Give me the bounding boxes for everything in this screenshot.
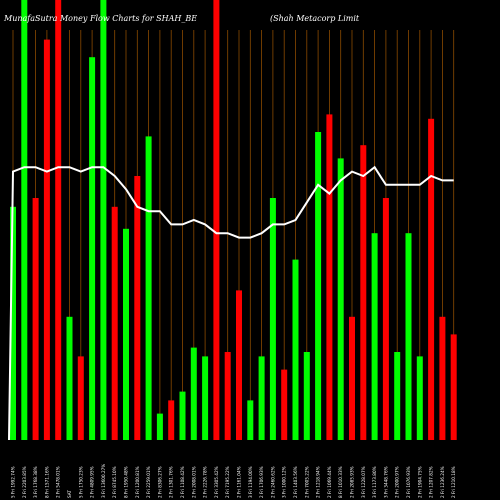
x-tick-label: 2 Fri 1161.04% <box>237 466 242 498</box>
bar-down <box>450 334 457 440</box>
bar-up <box>258 356 265 440</box>
x-tick-label: 2 Fri 2226.78% <box>203 466 208 498</box>
x-tick-label: SAT <box>67 490 72 498</box>
bar-down <box>111 206 118 440</box>
bar-up <box>89 57 96 440</box>
bars-group <box>10 0 457 441</box>
bar-down <box>32 198 39 440</box>
bar-down <box>349 316 355 440</box>
bar-up <box>21 0 28 440</box>
x-tick-label: 2 Fri 7195.22% <box>225 466 230 498</box>
x-tick-label: 2 Fri 2000.97% <box>395 466 400 498</box>
x-tick-label: 2 Fri 1108.42% <box>180 466 185 498</box>
x-tick-label: 2 Fri 1236.24% <box>440 466 445 498</box>
x-tick-label: 2 Fri 2085.93% <box>350 466 355 498</box>
x-tick-label: 2 Fri 1207.82% <box>429 466 434 498</box>
bar-up <box>269 198 276 440</box>
bar-down <box>326 114 333 441</box>
bar-down <box>360 145 367 440</box>
bar-up <box>202 356 209 440</box>
x-tick-label: 3 Fri 3448.76% <box>383 466 388 498</box>
bar-up <box>156 413 163 440</box>
bar-up <box>247 400 254 440</box>
bar-down <box>224 352 231 440</box>
x-tick-label: 5 Fri 1992.74% <box>11 466 16 498</box>
bar-up <box>66 316 73 440</box>
bar-down <box>281 369 288 440</box>
bar-down <box>55 0 62 440</box>
bar-up <box>10 206 16 440</box>
x-tick-label: 2 Fri 2259.01% <box>146 466 151 498</box>
x-tick-label: 2 Fri 2460.62% <box>270 466 275 498</box>
bar-down <box>382 198 389 440</box>
x-tick-label: 2 Fri 5478.01% <box>56 466 61 498</box>
x-tick-label: 2 Fri 8745.10% <box>112 466 117 498</box>
x-tick-label: 2 Fri 2008.01% <box>191 466 196 498</box>
x-tick-label: 3 Fri 1000.12% <box>282 466 287 498</box>
x-tick-label: 3 Fri 1228.07% <box>361 466 366 498</box>
x-tick-label: 2 Fri 2203.85% <box>22 466 27 498</box>
x-tick-label: 2 Fri 1301.76% <box>169 466 174 498</box>
bar-down <box>43 39 50 440</box>
bar-up <box>123 228 129 440</box>
bar-down <box>213 0 220 440</box>
x-tick-label: 3 Fri 1194.00% <box>248 466 253 498</box>
x-tick-label: 2 Fri 1403.56% <box>293 466 298 498</box>
bar-up <box>145 136 152 440</box>
x-tick-label: 2 Fri 4809.95% <box>90 466 95 498</box>
bar-down <box>439 316 446 440</box>
x-tick-label: 3 Fri 13600.27% <box>101 464 106 498</box>
x-tick-label: 2 Fri 1218.94% <box>316 466 321 498</box>
bar-down <box>428 118 435 441</box>
bar-down <box>168 400 175 440</box>
bar-down <box>134 176 141 440</box>
x-tick-label: 2 Fri 3305.42% <box>214 466 219 498</box>
bar-up <box>315 132 322 440</box>
x-tick-label: 8 Fri 1950.48% <box>124 466 129 498</box>
bar-up <box>292 259 299 440</box>
bar-down <box>236 290 242 440</box>
x-tick-label: 2 Fri 7005.22% <box>304 466 309 498</box>
bar-up <box>394 352 401 440</box>
x-tick-label: 2 Fri 1706.93% <box>259 466 264 498</box>
x-tick-label: 2 Fri 8306.27% <box>157 466 162 498</box>
bar-up <box>303 352 310 440</box>
bar-up <box>100 0 107 440</box>
money-flow-line <box>8 165 454 441</box>
bar-up <box>337 158 344 440</box>
bar-up <box>416 356 423 440</box>
x-tick-label: 3 Fri 1173.80% <box>372 466 377 498</box>
x-tick-label: 8 Fri 1571.16% <box>44 466 49 498</box>
x-tick-label: 3 Fri 1768.38% <box>33 466 38 498</box>
chart-title-right: (Shah Metacorp Limit <box>270 14 360 23</box>
x-tick-label: 8 Fri 1010.33% <box>338 466 343 498</box>
bar-up <box>179 391 186 440</box>
bar-down <box>77 356 84 440</box>
x-tick-label: 5 Fri 1750.23% <box>78 466 83 498</box>
x-tick-label: 2 Fri 1200.81% <box>135 466 140 498</box>
x-tick-label: 2 Fri 1076.93% <box>406 466 411 498</box>
bar-up <box>405 233 412 440</box>
bar-up <box>190 347 197 440</box>
x-tick-label: 2 Fri 1210.18% <box>451 466 456 498</box>
x-tick-label: 2 Fri 1904.75% <box>417 466 422 498</box>
bar-up <box>371 233 378 440</box>
chart-title-left: MunafaSutra Money Flow Charts for SHAH_B… <box>3 14 197 23</box>
x-tick-labels: 5 Fri 1992.74% 2 Fri 2203.85% 3 Fri 1768.3… <box>11 464 457 498</box>
x-tick-label: 2 Fri 1069.44% <box>327 466 332 498</box>
